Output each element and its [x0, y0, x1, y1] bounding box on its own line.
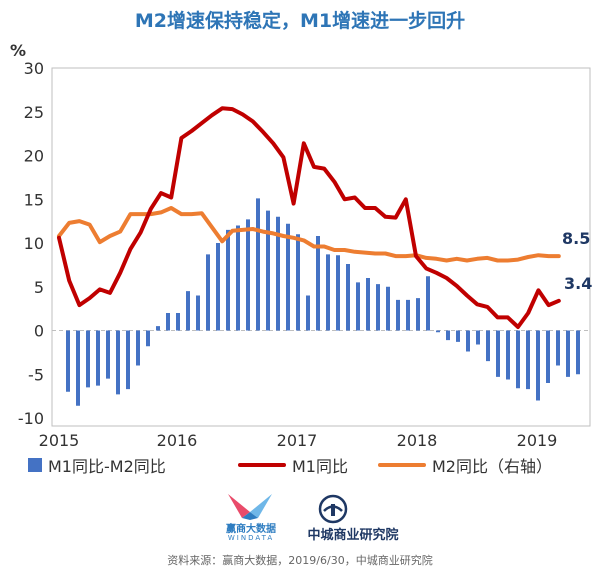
bar: [456, 330, 460, 342]
bar: [66, 330, 70, 392]
y-tick-label: -5: [28, 365, 44, 384]
bar: [206, 254, 210, 331]
legend-item-bar: M1同比-M2同比: [28, 453, 166, 477]
x-tick-label: 2017: [277, 431, 318, 450]
bar: [126, 330, 130, 390]
y-axis-unit: %: [10, 41, 26, 60]
zhongcheng-name: 中城商业研究院: [307, 528, 399, 543]
y-axis-ticks: 30 25 20 15 10 5 0 -5 -10: [18, 59, 44, 428]
bar: [106, 330, 110, 379]
source-note: 资料来源：赢商大数据，2019/6/30，中城商业研究院: [167, 554, 433, 567]
bar: [346, 264, 350, 331]
bar: [426, 276, 430, 331]
x-tick-label: 2015: [39, 431, 80, 450]
bar: [246, 219, 250, 331]
bar: [366, 278, 370, 331]
line-m1: [57, 106, 561, 329]
bar-series-m1-minus-m2: [66, 198, 580, 406]
bar: [216, 243, 220, 331]
bar: [336, 255, 340, 331]
y-tick-label: 30: [24, 59, 44, 78]
bar: [96, 330, 100, 386]
x-tick-label: 2018: [397, 431, 438, 450]
bar: [256, 198, 260, 331]
bar: [316, 236, 320, 331]
legend-label-bar: M1同比-M2同比: [48, 457, 166, 476]
bar: [506, 330, 510, 380]
y-tick-label: 25: [24, 103, 44, 122]
bar: [166, 313, 170, 331]
bar: [236, 225, 240, 331]
bar: [536, 330, 540, 401]
bar: [326, 254, 330, 331]
bar: [416, 298, 420, 331]
bar: [466, 330, 470, 352]
bar: [496, 330, 500, 377]
legend-label-m2: M2同比（右轴）: [432, 457, 552, 476]
bar: [546, 330, 550, 383]
m2-end-label: 8.5: [562, 229, 590, 248]
windata-name: 赢商大数据: [226, 524, 276, 535]
bar: [176, 313, 180, 331]
bar: [556, 330, 560, 366]
bar: [276, 216, 280, 331]
bar: [196, 295, 200, 331]
bar: [446, 330, 450, 341]
legend: M1同比-M2同比 M1同比 M2同比（右轴）: [20, 453, 590, 477]
bar: [516, 330, 520, 389]
bar: [386, 286, 390, 331]
bar: [296, 234, 300, 331]
windata-sub: WINDATA: [227, 534, 275, 542]
bar: [566, 330, 570, 377]
bar: [356, 282, 360, 331]
bar: [86, 330, 90, 388]
bar: [476, 330, 480, 345]
line-m2: [57, 206, 561, 263]
chart-title: M2增速保持稳定，M1增速进一步回升: [134, 10, 466, 32]
y-tick-label: 20: [24, 147, 44, 166]
bar: [396, 299, 400, 331]
legend-item-m2: M2同比（右轴）: [378, 453, 552, 477]
logos: 赢商大数据 WINDATA 中城商业研究院: [0, 488, 600, 548]
y-tick-label: 15: [24, 190, 44, 209]
bar: [486, 330, 490, 362]
x-tick-label: 2019: [517, 431, 558, 450]
bar: [116, 330, 120, 395]
zhongcheng-logo-icon: [318, 494, 348, 524]
bar: [156, 326, 160, 331]
y-tick-label: 5: [34, 278, 44, 297]
y-tick-label: 0: [34, 322, 44, 341]
legend-swatch-m1: [238, 463, 286, 467]
bar: [186, 291, 190, 331]
bar: [526, 330, 530, 390]
x-axis-ticks: 2015 2016 2017 2018 2019: [39, 431, 558, 450]
windata-logo-icon: [228, 494, 272, 520]
bar: [436, 330, 440, 333]
plot-frame: [51, 67, 591, 427]
y-tick-label: -10: [18, 409, 44, 428]
m1-end-label: 3.4: [564, 274, 592, 293]
bar: [376, 284, 380, 331]
bar: [266, 210, 270, 331]
bar: [286, 223, 290, 331]
legend-item-m1: M1同比: [238, 453, 348, 477]
x-tick-label: 2016: [157, 431, 198, 450]
y-tick-label: 10: [24, 234, 44, 253]
legend-swatch-m2: [378, 463, 426, 467]
bar: [406, 299, 410, 331]
bar: [146, 330, 150, 347]
bar: [576, 330, 580, 375]
bar: [136, 330, 140, 366]
legend-label-m1: M1同比: [292, 457, 348, 476]
bar: [76, 330, 80, 406]
bar: [306, 295, 310, 331]
legend-swatch-bar: [28, 458, 42, 472]
bar: [226, 229, 230, 331]
